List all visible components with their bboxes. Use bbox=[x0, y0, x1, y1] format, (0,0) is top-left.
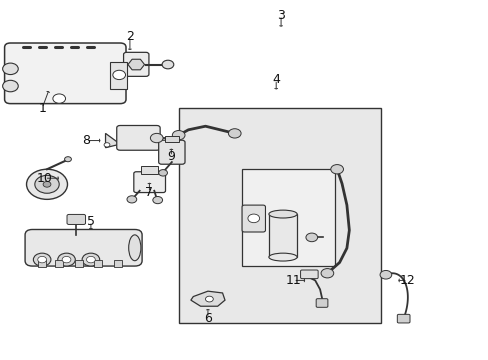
FancyBboxPatch shape bbox=[242, 205, 265, 232]
Circle shape bbox=[43, 181, 51, 187]
Bar bbox=[178, 108, 380, 323]
Circle shape bbox=[321, 269, 333, 278]
Polygon shape bbox=[190, 291, 224, 306]
Text: 8: 8 bbox=[82, 134, 90, 147]
FancyBboxPatch shape bbox=[300, 270, 318, 279]
Text: 6: 6 bbox=[203, 311, 211, 325]
Text: 3: 3 bbox=[277, 9, 285, 22]
Circle shape bbox=[82, 253, 100, 266]
Circle shape bbox=[26, 169, 67, 199]
Text: 10: 10 bbox=[37, 172, 52, 185]
Circle shape bbox=[153, 197, 162, 204]
Circle shape bbox=[379, 270, 391, 279]
FancyBboxPatch shape bbox=[134, 172, 165, 193]
Circle shape bbox=[33, 253, 51, 266]
Circle shape bbox=[38, 256, 46, 263]
Circle shape bbox=[205, 296, 213, 302]
Text: 5: 5 bbox=[87, 215, 95, 228]
Bar bbox=[114, 260, 122, 267]
Bar bbox=[164, 136, 178, 142]
Ellipse shape bbox=[128, 235, 141, 261]
Ellipse shape bbox=[268, 253, 297, 261]
Polygon shape bbox=[105, 134, 120, 148]
FancyBboxPatch shape bbox=[158, 140, 184, 164]
Text: 2: 2 bbox=[126, 30, 134, 43]
Ellipse shape bbox=[268, 210, 297, 218]
Circle shape bbox=[62, 256, 71, 263]
Bar bbox=[110, 62, 127, 89]
Circle shape bbox=[247, 214, 259, 223]
Bar bbox=[75, 260, 82, 267]
Bar bbox=[38, 260, 46, 267]
Bar bbox=[268, 214, 297, 257]
Circle shape bbox=[104, 143, 110, 147]
Circle shape bbox=[330, 165, 343, 174]
Circle shape bbox=[113, 70, 125, 80]
Circle shape bbox=[228, 129, 241, 138]
FancyBboxPatch shape bbox=[123, 52, 149, 76]
Circle shape bbox=[2, 80, 18, 92]
Text: 11: 11 bbox=[285, 274, 301, 287]
Circle shape bbox=[305, 233, 317, 242]
FancyBboxPatch shape bbox=[316, 299, 327, 307]
Text: 9: 9 bbox=[167, 150, 175, 163]
Text: 7: 7 bbox=[145, 186, 153, 199]
Circle shape bbox=[127, 196, 137, 203]
FancyBboxPatch shape bbox=[117, 126, 160, 150]
Text: 1: 1 bbox=[38, 102, 46, 115]
Text: 12: 12 bbox=[399, 274, 415, 287]
Bar bbox=[55, 260, 63, 267]
Circle shape bbox=[35, 175, 59, 193]
FancyBboxPatch shape bbox=[397, 314, 409, 323]
Circle shape bbox=[2, 63, 18, 75]
Text: 4: 4 bbox=[272, 73, 280, 86]
Circle shape bbox=[53, 94, 65, 103]
Bar bbox=[242, 169, 334, 266]
Bar bbox=[141, 166, 158, 174]
FancyBboxPatch shape bbox=[4, 43, 126, 104]
FancyBboxPatch shape bbox=[25, 229, 142, 266]
FancyBboxPatch shape bbox=[67, 215, 85, 225]
Circle shape bbox=[86, 256, 95, 263]
Circle shape bbox=[64, 157, 71, 162]
Circle shape bbox=[162, 60, 173, 69]
Bar bbox=[94, 260, 102, 267]
Circle shape bbox=[150, 134, 163, 143]
Circle shape bbox=[158, 170, 167, 176]
Circle shape bbox=[172, 131, 184, 140]
Circle shape bbox=[58, 253, 75, 266]
